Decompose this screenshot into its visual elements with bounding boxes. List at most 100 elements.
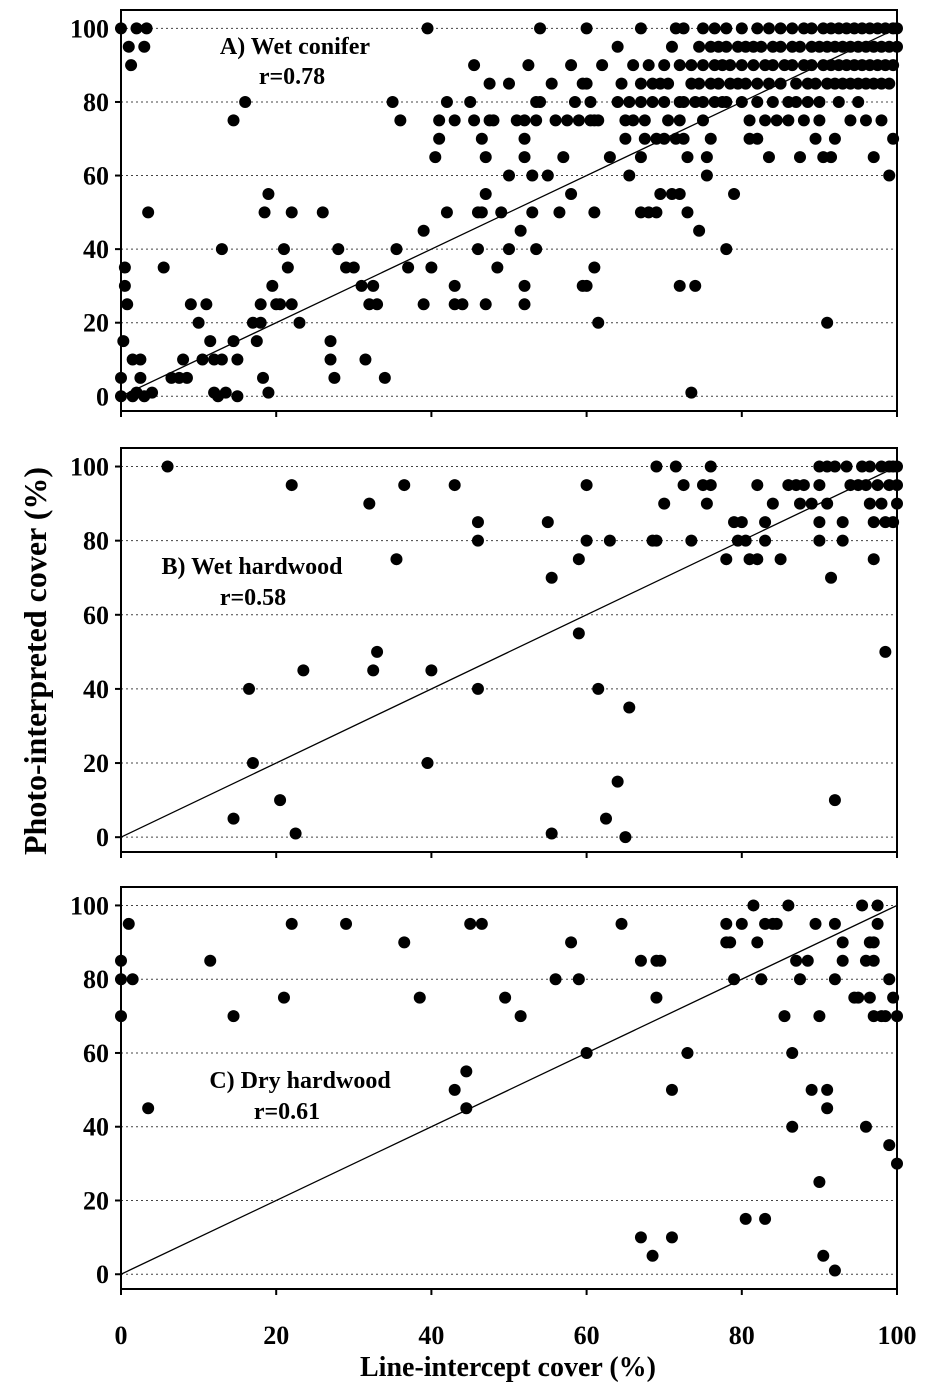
data-point bbox=[580, 77, 593, 90]
y-axis-title: Photo-interpreted cover (%) bbox=[17, 467, 53, 855]
data-point bbox=[658, 59, 671, 72]
data-point bbox=[786, 1120, 799, 1133]
data-point bbox=[514, 1010, 527, 1023]
data-point bbox=[805, 497, 818, 510]
data-point bbox=[611, 40, 624, 53]
data-point bbox=[297, 664, 310, 677]
data-point bbox=[634, 77, 647, 90]
data-point bbox=[293, 316, 306, 329]
data-point bbox=[464, 917, 477, 930]
data-point bbox=[266, 279, 279, 292]
data-point bbox=[813, 516, 826, 529]
x-tick-label: 80 bbox=[729, 1321, 755, 1350]
data-point bbox=[231, 353, 244, 366]
data-point bbox=[541, 516, 554, 529]
data-point bbox=[794, 40, 806, 53]
data-point bbox=[821, 1083, 834, 1096]
data-point bbox=[572, 627, 585, 640]
data-point bbox=[782, 899, 795, 912]
data-point bbox=[821, 497, 834, 510]
data-point bbox=[417, 224, 430, 237]
data-point bbox=[805, 22, 818, 35]
data-point bbox=[720, 40, 733, 53]
y-tick-label: 40 bbox=[83, 1113, 109, 1142]
data-point bbox=[665, 1231, 678, 1244]
data-point bbox=[856, 899, 869, 912]
data-point bbox=[215, 353, 228, 366]
data-point bbox=[685, 59, 698, 72]
data-point bbox=[475, 132, 488, 145]
data-point bbox=[332, 243, 345, 256]
data-point bbox=[782, 114, 795, 127]
data-point bbox=[867, 936, 880, 949]
y-tick-label: 20 bbox=[83, 749, 109, 778]
data-point bbox=[693, 77, 706, 90]
data-point bbox=[603, 151, 616, 164]
data-point bbox=[471, 534, 484, 547]
data-point bbox=[355, 279, 368, 292]
data-point bbox=[421, 22, 434, 35]
data-point bbox=[257, 371, 270, 384]
data-point bbox=[859, 479, 872, 492]
data-point bbox=[805, 59, 818, 72]
data-point bbox=[828, 132, 841, 145]
data-point bbox=[526, 206, 539, 219]
data-point bbox=[200, 298, 213, 311]
data-point bbox=[700, 151, 713, 164]
data-point bbox=[751, 479, 764, 492]
data-point bbox=[530, 114, 543, 127]
y-tick-label: 0 bbox=[96, 1260, 109, 1289]
x-tick-label: 60 bbox=[574, 1321, 600, 1350]
data-point bbox=[619, 132, 632, 145]
correlation-label: r=0.58 bbox=[220, 585, 286, 611]
data-point bbox=[328, 371, 341, 384]
data-point bbox=[227, 1010, 240, 1023]
data-point bbox=[836, 954, 849, 967]
data-point bbox=[634, 22, 647, 35]
data-point bbox=[658, 95, 671, 108]
data-point bbox=[495, 206, 508, 219]
data-point bbox=[669, 460, 682, 473]
data-point bbox=[751, 936, 764, 949]
data-point bbox=[134, 371, 147, 384]
data-point bbox=[650, 991, 663, 1004]
data-point bbox=[646, 95, 659, 108]
data-point bbox=[751, 553, 764, 566]
data-point bbox=[471, 243, 484, 256]
data-point bbox=[790, 954, 803, 967]
data-point bbox=[801, 954, 814, 967]
data-point bbox=[479, 151, 492, 164]
data-point bbox=[770, 114, 783, 127]
y-tick-label: 20 bbox=[83, 309, 109, 338]
data-point bbox=[720, 553, 733, 566]
data-point bbox=[557, 151, 570, 164]
data-point bbox=[258, 206, 271, 219]
data-point bbox=[883, 77, 896, 90]
data-point bbox=[421, 757, 434, 770]
data-point bbox=[720, 95, 733, 108]
data-point bbox=[142, 1102, 155, 1115]
data-point bbox=[805, 1083, 818, 1096]
data-point bbox=[623, 95, 636, 108]
data-point bbox=[809, 132, 822, 145]
data-point bbox=[359, 353, 372, 366]
data-point bbox=[728, 187, 741, 200]
data-point bbox=[121, 298, 134, 311]
data-point bbox=[828, 1264, 841, 1277]
data-point bbox=[413, 991, 426, 1004]
panel-1: 0 20 40 60 80 100 A) Wet conifer r=0.78 bbox=[70, 9, 903, 417]
data-point bbox=[483, 77, 496, 90]
data-point bbox=[142, 206, 155, 219]
data-point bbox=[797, 114, 810, 127]
data-point bbox=[654, 954, 667, 967]
data-point bbox=[580, 22, 593, 35]
data-point bbox=[685, 534, 698, 547]
data-point bbox=[747, 59, 760, 72]
data-point bbox=[600, 812, 612, 825]
data-point bbox=[367, 664, 380, 677]
data-point bbox=[809, 77, 822, 90]
data-point bbox=[138, 40, 151, 53]
data-point bbox=[681, 1046, 694, 1059]
data-point bbox=[685, 386, 698, 399]
data-point bbox=[227, 114, 240, 127]
